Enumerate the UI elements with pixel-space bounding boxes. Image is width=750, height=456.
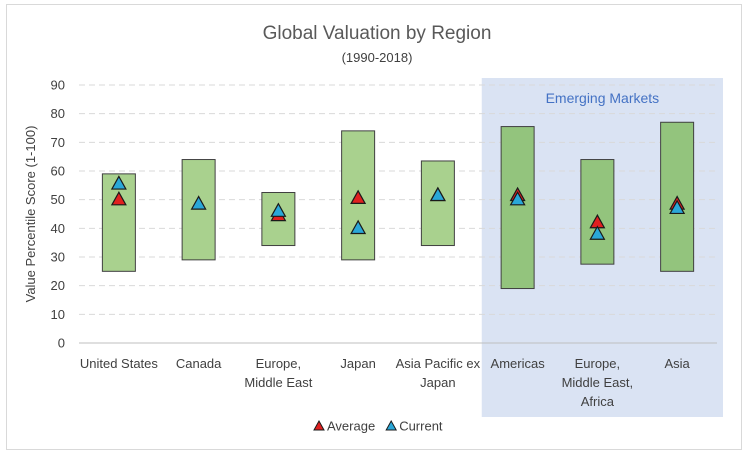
- y-tick-label: 0: [58, 336, 65, 351]
- range-bar: [420, 160, 455, 247]
- y-tick-label: 30: [51, 250, 65, 265]
- x-tick-label: Europe,: [256, 356, 302, 371]
- legend-average-marker: [313, 419, 325, 431]
- y-tick-label: 90: [51, 78, 65, 93]
- markers: [110, 175, 686, 240]
- current-marker: [669, 199, 686, 215]
- x-tick-label: Middle East,: [562, 375, 634, 390]
- chart-svg: Global Valuation by Region (1990-2018) E…: [23, 23, 723, 434]
- chart-subtitle: (1990-2018): [342, 50, 413, 65]
- y-tick-label: 80: [51, 106, 65, 121]
- y-tick-label: 10: [51, 307, 65, 322]
- chart-frame: Global Valuation by Region (1990-2018) E…: [6, 4, 742, 450]
- y-tick-labels: 0 10 20 30 40 50 60 70 80 90: [51, 78, 65, 351]
- range-bar: [101, 173, 136, 272]
- current-marker: [110, 175, 127, 190]
- emerging-markets-label: Emerging Markets: [546, 90, 660, 106]
- x-tick-label: Japan: [420, 375, 455, 390]
- legend-average-label: Average: [327, 419, 375, 434]
- y-tick-label: 50: [51, 192, 65, 207]
- x-tick-labels: United States Canada Europe, Middle East Jap…: [80, 356, 691, 409]
- y-tick-label: 40: [51, 221, 65, 236]
- x-tick-label: United States: [80, 356, 159, 371]
- x-tick-label: Asia: [664, 356, 690, 371]
- y-tick-label: 60: [51, 164, 65, 179]
- y-axis-label: Value Percentile Score (1-100): [23, 126, 38, 303]
- legend-current-marker: [385, 419, 398, 431]
- y-tick-label: 70: [51, 135, 65, 150]
- y-tick-label: 20: [51, 278, 65, 293]
- average-marker: [110, 190, 127, 206]
- x-tick-label: Africa: [581, 394, 615, 409]
- legend: Average Current: [313, 419, 443, 434]
- x-tick-label: Americas: [491, 356, 546, 371]
- current-marker: [270, 202, 287, 217]
- x-tick-label: Japan: [340, 356, 375, 371]
- current-marker: [350, 219, 367, 235]
- current-marker: [509, 190, 526, 206]
- range-bar: [500, 126, 535, 290]
- current-marker: [589, 225, 606, 240]
- average-marker: [350, 189, 367, 204]
- x-tick-label: Asia Pacific ex: [396, 356, 481, 371]
- x-tick-label: Europe,: [575, 356, 621, 371]
- current-marker: [429, 186, 446, 202]
- legend-current-label: Current: [399, 419, 443, 434]
- x-tick-label: Canada: [176, 356, 222, 371]
- chart-title: Global Valuation by Region: [263, 23, 492, 44]
- x-tick-label: Middle East: [244, 375, 312, 390]
- range-bar: [580, 159, 615, 265]
- current-marker: [190, 195, 207, 210]
